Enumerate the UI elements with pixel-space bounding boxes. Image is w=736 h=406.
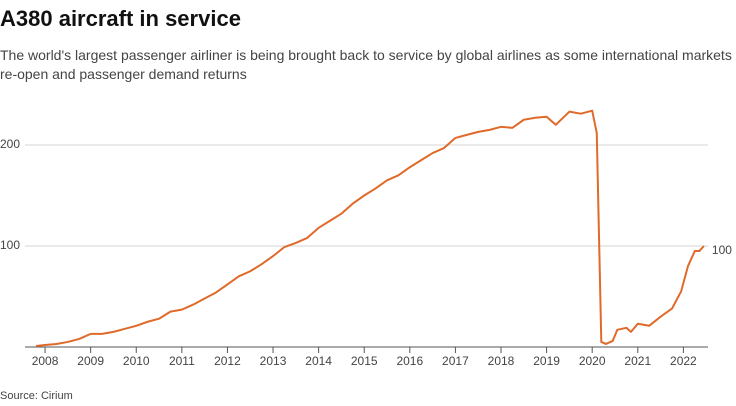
chart-subtitle: The world's largest passenger airliner i… [0,47,732,82]
x-tick-label: 2014 [305,354,332,368]
x-tick-label: 2012 [214,354,241,368]
data-line [35,109,705,347]
x-tick-label: 2017 [442,354,469,368]
x-tick-label: 2011 [169,354,195,368]
x-tick-label: 2019 [533,354,560,368]
subtitle-box: The world's largest passenger airliner i… [0,47,732,82]
last-value-label: 100 [712,243,732,257]
x-tick-label: 2021 [624,354,651,368]
x-tick-label: 2013 [260,354,287,368]
x-tick-label: 2020 [579,354,606,368]
y-tick-label: 200 [0,137,20,151]
y-tick-label: 100 [0,238,20,252]
chart-title: A380 aircraft in service [0,6,241,31]
x-tick-label: 2022 [670,354,697,368]
x-tick-label: 2008 [32,354,59,368]
x-tick-label: 2016 [396,354,423,368]
x-tick-label: 2015 [351,354,378,368]
x-tick-label: 2010 [123,354,150,368]
x-tick-label: 2009 [77,354,104,368]
x-tick-label: 2018 [488,354,515,368]
source: Source: Cirium [0,390,73,402]
